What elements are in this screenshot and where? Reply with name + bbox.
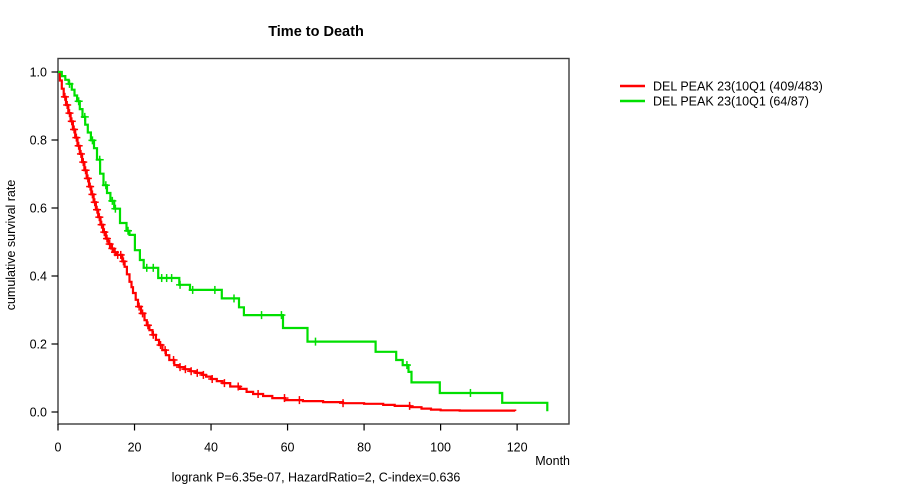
y-axis-tick-label: 0.4 (30, 269, 47, 283)
legend-label-series1: DEL PEAK 23(10Q1 (409/483) (653, 80, 823, 94)
x-axis-tick-label: 40 (204, 441, 218, 455)
y-axis-tick-label: 1.0 (30, 65, 47, 79)
y-axis-tick-label: 0.8 (30, 133, 47, 147)
x-axis-tick-label: 100 (430, 441, 451, 455)
statistics-annotation: logrank P=6.35e-07, HazardRatio=2, C-ind… (172, 471, 461, 485)
y-axis-tick-label: 0.6 (30, 201, 47, 215)
km-curve-series1 (58, 70, 517, 412)
x-axis-tick-label: 80 (357, 441, 371, 455)
legend-label-series2: DEL PEAK 23(10Q1 (64/87) (653, 95, 809, 109)
x-axis-label: Month (535, 454, 570, 468)
y-axis-tick-label: 0.2 (30, 337, 47, 351)
plot-frame (57, 57, 570, 425)
x-axis-tick-label: 0 (55, 441, 62, 455)
y-axis-label: cumulative survival rate (4, 180, 18, 311)
y-axis-tick-label: 0.0 (30, 405, 47, 419)
x-axis-tick-label: 60 (281, 441, 295, 455)
x-axis-tick-label: 20 (128, 441, 142, 455)
legend: DEL PEAK 23(10Q1 (409/483) DEL PEAK 23(1… (620, 80, 823, 109)
km-curve-series2 (58, 70, 549, 412)
plot-area: 0 20 40 60 80 100 120 0.0 0.2 0.4 0.6 0.8 1.0 (30, 57, 570, 455)
chart-title: Time to Death (268, 24, 364, 40)
x-axis-tick-label: 120 (507, 441, 528, 455)
